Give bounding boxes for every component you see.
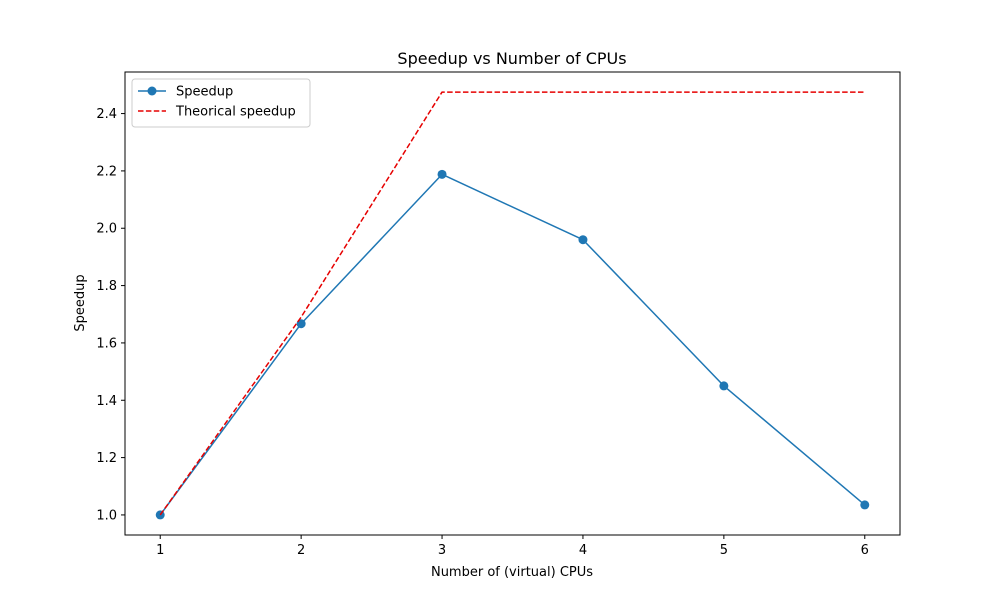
data-point-speedup bbox=[578, 235, 588, 245]
y-axis: 1.0 1.2 1.4 1.6 1.8 2.0 2.2 2.4 bbox=[96, 107, 125, 523]
y-tick-label: 1.2 bbox=[96, 451, 117, 466]
x-tick-label: 1 bbox=[156, 543, 164, 558]
x-tick-label: 6 bbox=[861, 543, 869, 558]
chart-title: Speedup vs Number of CPUs bbox=[397, 49, 626, 68]
x-axis: 1 2 3 4 5 6 bbox=[156, 535, 869, 558]
series-line-theorical-speedup bbox=[159, 91, 865, 516]
y-tick-label: 1.0 bbox=[96, 508, 117, 523]
x-tick-label: 2 bbox=[297, 543, 305, 558]
legend-box bbox=[131, 78, 311, 128]
y-tick-label: 2.4 bbox=[96, 107, 117, 122]
y-tick-label: 1.4 bbox=[96, 394, 117, 409]
data-point-speedup bbox=[860, 500, 870, 510]
legend-marker-speedup bbox=[147, 86, 157, 96]
legend: Speedup Theorical speedup bbox=[131, 78, 311, 128]
legend-label-theorical-speedup: Theorical speedup bbox=[175, 105, 296, 120]
plot-frame bbox=[124, 71, 901, 536]
y-tick-label: 2.0 bbox=[96, 222, 117, 237]
data-point-speedup bbox=[719, 381, 729, 391]
x-axis-label: Number of (virtual) CPUs bbox=[431, 565, 593, 580]
x-tick-label: 5 bbox=[720, 543, 728, 558]
y-tick-label: 1.8 bbox=[96, 279, 117, 294]
series-line-speedup bbox=[159, 173, 866, 516]
plot-area bbox=[125, 72, 900, 535]
data-point-speedup bbox=[437, 169, 447, 179]
series-layer bbox=[155, 91, 870, 520]
y-axis-label: Speedup bbox=[73, 274, 88, 331]
y-tick-label: 1.6 bbox=[96, 336, 117, 351]
legend-label-speedup: Speedup bbox=[176, 85, 233, 100]
x-tick-label: 4 bbox=[579, 543, 587, 558]
y-tick-label: 2.2 bbox=[96, 164, 117, 179]
x-tick-label: 3 bbox=[438, 543, 446, 558]
